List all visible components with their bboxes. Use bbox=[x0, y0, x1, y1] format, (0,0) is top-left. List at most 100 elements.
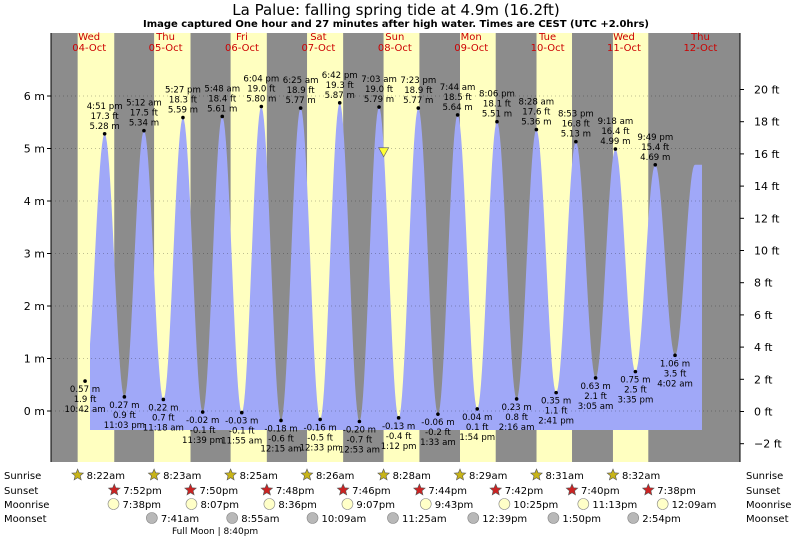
high-tide-point bbox=[495, 119, 499, 124]
low-tide-feet: -0.1 ft bbox=[229, 427, 255, 437]
moonrise-icon bbox=[185, 498, 198, 510]
axes: 0 m 1 m 2 m 3 m 4 m 5 m 6 m −2 ft 0 ft 2 ft 4 ft 6 … bbox=[24, 33, 782, 462]
low-tide-time: 11:18 am bbox=[143, 423, 184, 433]
moonrise-icon bbox=[419, 498, 432, 510]
star-icon bbox=[260, 483, 274, 496]
day-name: Tue bbox=[538, 32, 556, 43]
sunset-time: 7:38pm bbox=[657, 486, 696, 497]
day-date: 12-Oct bbox=[683, 43, 717, 54]
star-icon bbox=[147, 468, 161, 481]
astro-row-labels: Sunrise Sunset Moonrise Moonset Sunrise Sunse… bbox=[4, 471, 791, 525]
moonrise-time: 10:25pm bbox=[513, 500, 558, 511]
row-label-right: Sunrise bbox=[746, 471, 783, 482]
high-tide-point bbox=[259, 104, 264, 109]
day-name: Fri bbox=[236, 32, 248, 43]
low-tide-point bbox=[593, 376, 598, 380]
low-tide-time: 1:33 am bbox=[420, 438, 456, 448]
low-tide-feet: -0.7 ft bbox=[347, 436, 373, 446]
low-tide-point bbox=[239, 410, 244, 415]
row-label-left: Moonrise bbox=[4, 500, 49, 511]
low-tide-metres: 0.04 m bbox=[462, 413, 492, 423]
low-tide-time: 11:55 am bbox=[221, 437, 262, 447]
high-tide-metres: 5.51 m bbox=[482, 110, 512, 120]
high-tide-feet: 16.4 ft bbox=[601, 127, 630, 137]
sunset-time: 7:48pm bbox=[276, 486, 315, 497]
high-tide-point bbox=[102, 132, 107, 136]
right-tick-label: 20 ft bbox=[754, 84, 780, 97]
high-tide-metres: 5.59 m bbox=[168, 106, 198, 116]
day-name: Wed bbox=[613, 32, 635, 43]
high-tide-metres: 5.79 m bbox=[364, 95, 394, 105]
sunset-time: 7:42pm bbox=[505, 486, 544, 497]
high-tide-metres: 5.13 m bbox=[561, 130, 591, 140]
sunrise-time: 8:23am bbox=[163, 471, 201, 482]
high-tide-time: 9:18 am bbox=[598, 117, 634, 127]
sunset-time: 7:40pm bbox=[581, 486, 620, 497]
moonset-time: 8:55am bbox=[241, 514, 279, 525]
left-tick-label: 0 m bbox=[24, 405, 45, 418]
day-date: 06-Oct bbox=[225, 43, 259, 54]
right-tick-label: 8 ft bbox=[754, 277, 773, 290]
left-tick-label: 1 m bbox=[24, 353, 45, 366]
right-tick-label: 12 ft bbox=[754, 212, 780, 225]
left-tick-label: 2 m bbox=[24, 300, 45, 313]
moonset-icon bbox=[146, 512, 158, 524]
low-tide-metres: 0.27 m bbox=[109, 401, 139, 411]
sunset-row: 7:52pm 7:50pm 7:48pm 7:46pm 7:44pm 7:42pm 7:40… bbox=[107, 483, 696, 497]
current-tide-marker bbox=[378, 147, 390, 158]
moonrise-icon bbox=[341, 498, 354, 510]
high-tide-metres: 5.77 m bbox=[286, 96, 316, 106]
high-tide-point bbox=[534, 127, 539, 132]
moonrise-time: 8:07pm bbox=[200, 500, 239, 511]
right-tick-label: 16 ft bbox=[754, 148, 780, 161]
sunset-time: 7:44pm bbox=[428, 486, 467, 497]
star-icon bbox=[71, 468, 85, 481]
high-tide-point bbox=[455, 113, 460, 117]
sunrise-time: 8:31am bbox=[546, 471, 584, 482]
moonset-icon bbox=[387, 512, 399, 524]
moonrise-time: 12:09am bbox=[672, 500, 717, 511]
low-tide-point bbox=[633, 369, 638, 374]
low-tide-point bbox=[279, 418, 283, 423]
high-tide-point bbox=[181, 115, 185, 120]
row-label-right: Sunset bbox=[746, 486, 780, 497]
sunrise-row: 8:22am 8:23am 8:25am 8:26am 8:28am 8:29am 8:31… bbox=[71, 468, 660, 482]
high-tide-time: 5:12 am bbox=[126, 99, 162, 109]
low-tide-point bbox=[514, 397, 519, 401]
low-tide-point bbox=[122, 395, 127, 399]
high-tide-feet: 19.0 ft bbox=[365, 85, 394, 95]
row-label-left: Moonset bbox=[4, 514, 47, 525]
high-tide-time: 6:25 am bbox=[283, 76, 319, 86]
sunrise-time: 8:25am bbox=[240, 471, 278, 482]
moonrise-icon bbox=[577, 498, 590, 510]
low-tide-feet: 1.9 ft bbox=[74, 395, 97, 405]
day-date: 04-Oct bbox=[72, 43, 106, 54]
low-tide-point bbox=[436, 412, 440, 416]
low-tide-metres: -0.20 m bbox=[343, 426, 376, 436]
sunrise-time: 8:32am bbox=[622, 471, 660, 482]
moonrise-time: 8:36pm bbox=[278, 500, 317, 511]
left-tick-label: 4 m bbox=[24, 195, 45, 208]
low-tide-feet: -0.1 ft bbox=[190, 426, 216, 436]
moonrise-time: 11:13pm bbox=[592, 500, 637, 511]
high-tide-feet: 17.6 ft bbox=[522, 108, 551, 118]
star-icon bbox=[530, 468, 543, 481]
high-tide-time: 6:42 pm bbox=[322, 71, 358, 81]
high-tide-feet: 18.9 ft bbox=[287, 86, 316, 96]
low-tide-point bbox=[357, 419, 362, 424]
moonset-time: 1:50pm bbox=[562, 514, 601, 525]
left-tick-label: 5 m bbox=[24, 143, 45, 156]
low-tide-point bbox=[396, 416, 401, 420]
star-icon bbox=[224, 468, 238, 481]
high-tide-feet: 18.9 ft bbox=[404, 86, 433, 96]
moonset-time: 7:41am bbox=[161, 514, 199, 525]
high-tide-feet: 19.3 ft bbox=[326, 81, 355, 91]
high-tide-point bbox=[298, 106, 303, 110]
low-tide-metres: 0.63 m bbox=[580, 382, 610, 392]
high-tide-metres: 5.80 m bbox=[246, 95, 276, 105]
current-level-triangle bbox=[378, 147, 390, 158]
star-icon bbox=[377, 468, 391, 481]
star-icon bbox=[184, 483, 197, 496]
right-tick-label: 6 ft bbox=[754, 309, 773, 322]
low-tide-time: 1:54 pm bbox=[459, 433, 495, 443]
